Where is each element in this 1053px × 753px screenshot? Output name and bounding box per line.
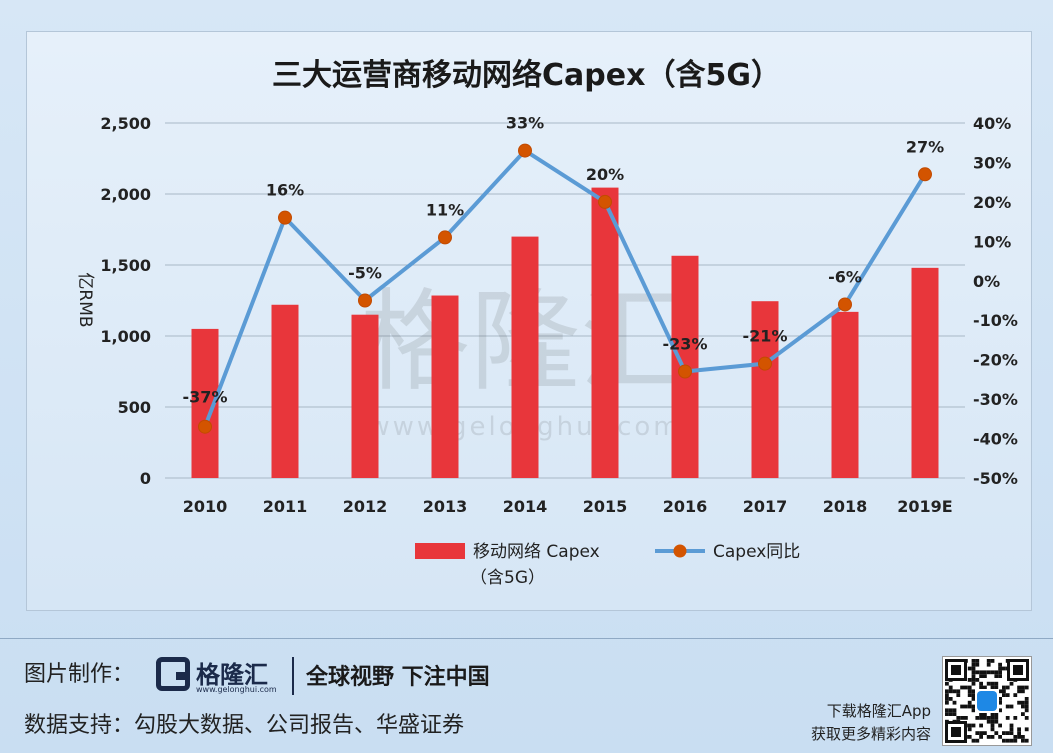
y2-tick-label: -50% bbox=[973, 469, 1018, 488]
chart-svg: 格隆汇 www.gelonghui.com -37%16%-5%11%33%20… bbox=[75, 114, 1018, 588]
footer-credit-label: 图片制作： bbox=[24, 662, 135, 687]
y2-tick-label: 0% bbox=[973, 272, 1000, 291]
slogan: 全球视野 下注中国 bbox=[306, 665, 490, 690]
data-label: 11% bbox=[426, 200, 464, 219]
y2-tick-label: 40% bbox=[973, 114, 1011, 133]
logo-g-icon bbox=[156, 657, 190, 691]
y-axis-left: 0 500 1,000 1,500 2,000 2,500 bbox=[100, 114, 151, 488]
app-download-text: 下载格隆汇App bbox=[826, 702, 931, 720]
x-tick-label: 2014 bbox=[503, 497, 548, 516]
bar bbox=[751, 301, 779, 478]
x-tick-label: 2018 bbox=[823, 497, 868, 516]
y2-tick-label: -30% bbox=[973, 390, 1018, 409]
legend-label-bar: 移动网络 Capex bbox=[473, 542, 600, 562]
y2-tick-label: 10% bbox=[973, 232, 1011, 251]
x-tick-label: 2019E bbox=[897, 497, 952, 516]
data-label: -37% bbox=[183, 388, 228, 407]
legend-label-line: Capex同比 bbox=[713, 542, 800, 562]
bar bbox=[911, 267, 939, 478]
y-axis-label: 亿RMB bbox=[75, 272, 95, 327]
line-point bbox=[918, 167, 932, 182]
data-label: 20% bbox=[586, 165, 624, 184]
logo-url: www.gelonghui.com bbox=[196, 685, 277, 694]
data-label: -5% bbox=[348, 264, 382, 283]
line-point bbox=[598, 194, 612, 209]
line-point bbox=[438, 230, 452, 245]
series-line bbox=[203, 148, 927, 428]
x-tick-label: 2016 bbox=[663, 497, 708, 516]
legend-swatch-marker bbox=[673, 544, 687, 558]
brand-logo[interactable]: 格隆汇 www.gelonghui.com bbox=[156, 655, 286, 697]
footer-divider-line bbox=[0, 638, 1053, 639]
y2-tick-label: -20% bbox=[973, 351, 1018, 370]
y-tick-label: 1,000 bbox=[100, 327, 151, 346]
chart-title: 三大运营商移动网络Capex（含5G） bbox=[272, 58, 781, 93]
x-tick-label: 2011 bbox=[263, 497, 308, 516]
y2-tick-label: 20% bbox=[973, 193, 1011, 212]
x-axis: 2010 2011 2012 2013 2014 2015 2016 2017 2018 2019… bbox=[183, 497, 953, 516]
legend: 移动网络 Capex （含5G） Capex同比 bbox=[415, 542, 800, 588]
x-tick-label: 2017 bbox=[743, 497, 788, 516]
data-label: 33% bbox=[506, 114, 544, 133]
line-point bbox=[678, 364, 692, 379]
data-label: 27% bbox=[906, 137, 944, 156]
y2-tick-label: 30% bbox=[973, 153, 1011, 172]
y-tick-label: 2,500 bbox=[100, 114, 151, 133]
bar bbox=[591, 187, 619, 479]
y-tick-label: 2,000 bbox=[100, 185, 151, 204]
bar bbox=[431, 295, 459, 478]
data-label: -21% bbox=[743, 327, 788, 346]
line-point bbox=[518, 143, 532, 158]
y2-tick-label: -40% bbox=[973, 430, 1018, 449]
data-label: -6% bbox=[828, 267, 862, 286]
y-tick-label: 1,500 bbox=[100, 256, 151, 275]
bar bbox=[511, 236, 539, 478]
line-point bbox=[838, 297, 852, 312]
line-point bbox=[758, 356, 772, 371]
data-label: -23% bbox=[663, 335, 708, 354]
x-tick-label: 2013 bbox=[423, 497, 468, 516]
footer-vertical-divider bbox=[292, 657, 294, 695]
line-series: -37% 16% -5% 11% 33% 20% -23% -21% -6% 27% bbox=[183, 114, 944, 434]
bar bbox=[831, 311, 859, 478]
y-tick-label: 0 bbox=[140, 469, 151, 488]
line-point bbox=[358, 293, 372, 308]
data-label: 16% bbox=[266, 181, 304, 200]
bar bbox=[271, 304, 299, 478]
line-point bbox=[278, 210, 292, 225]
y-axis-right: -50% -40% -30% -20% -10% 0% 10% 20% 30% 40% bbox=[973, 114, 1018, 488]
x-tick-label: 2012 bbox=[343, 497, 388, 516]
line-point bbox=[198, 419, 212, 434]
bar bbox=[351, 314, 379, 478]
logo-name: 格隆汇 bbox=[196, 661, 268, 689]
y2-tick-label: -10% bbox=[973, 311, 1018, 330]
qr-code-icon[interactable] bbox=[942, 656, 1032, 746]
legend-label-bar-sub: （含5G） bbox=[470, 568, 545, 588]
legend-swatch-bar bbox=[415, 543, 465, 559]
x-tick-label: 2010 bbox=[183, 497, 228, 516]
app-promo-text: 获取更多精彩内容 bbox=[810, 725, 931, 743]
x-tick-label: 2015 bbox=[583, 497, 628, 516]
data-source: 数据支持：勾股大数据、公司报告、华盛证券 bbox=[24, 713, 465, 738]
y-tick-label: 500 bbox=[118, 398, 151, 417]
